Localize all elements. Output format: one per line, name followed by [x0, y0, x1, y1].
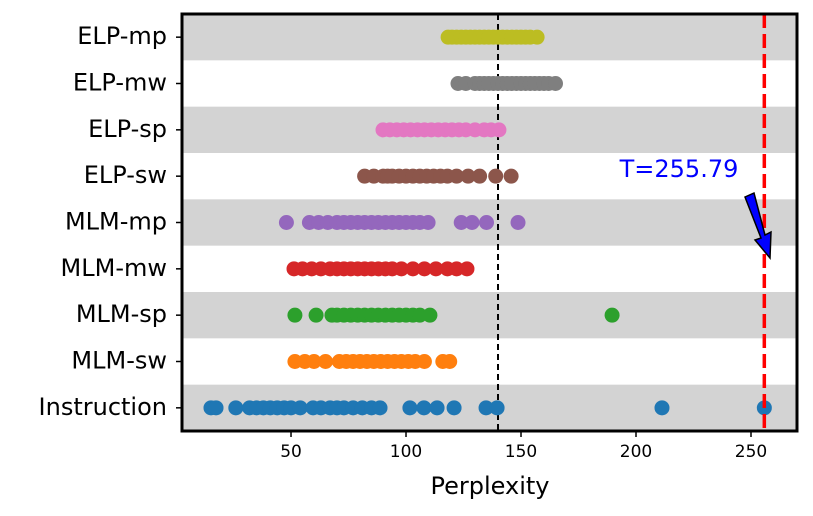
x-tick-label: 250	[735, 442, 767, 462]
point	[446, 400, 462, 416]
point	[422, 307, 438, 323]
point	[428, 261, 444, 277]
y-tick-label: ELP-sw	[84, 161, 167, 189]
point	[372, 400, 388, 416]
point	[449, 261, 465, 277]
point	[278, 215, 294, 230]
y-tick-label: ELP-mw	[73, 69, 167, 97]
point	[548, 76, 564, 91]
point	[208, 400, 224, 416]
row-band	[182, 292, 797, 339]
point	[318, 354, 334, 369]
x-axis-label: Perplexity	[431, 472, 550, 500]
point	[459, 261, 475, 277]
y-tick-label: Instruction	[39, 393, 167, 421]
point	[308, 307, 324, 323]
point	[488, 168, 504, 184]
point	[464, 215, 480, 230]
point	[416, 354, 432, 369]
threshold-label: T=255.79	[619, 155, 739, 183]
point	[503, 168, 519, 184]
point	[453, 215, 469, 230]
point	[510, 215, 526, 230]
point	[654, 400, 670, 416]
point	[402, 400, 418, 416]
point	[442, 354, 458, 369]
point	[472, 168, 488, 184]
point	[449, 168, 465, 184]
point	[529, 29, 545, 45]
x-tick-label: 200	[620, 442, 652, 462]
y-tick-label: ELP-mp	[77, 22, 167, 50]
point	[478, 400, 494, 416]
point	[228, 400, 244, 416]
point	[416, 400, 432, 416]
point	[393, 261, 409, 277]
point	[416, 261, 432, 277]
point	[479, 215, 495, 230]
point	[420, 215, 436, 230]
y-tick-label: MLM-mp	[65, 208, 167, 236]
plot-frame	[180, 12, 799, 433]
y-tick-label: ELP-sp	[88, 115, 167, 143]
x-tick-label: 50	[280, 442, 302, 462]
point	[292, 400, 308, 416]
y-tick-label: MLM-mw	[61, 254, 167, 282]
point	[405, 261, 421, 277]
x-tick-label: 150	[505, 442, 537, 462]
point	[489, 400, 505, 416]
x-tick-label: 100	[390, 442, 422, 462]
point	[306, 354, 322, 369]
point	[429, 400, 445, 416]
y-tick-label: MLM-sw	[71, 347, 167, 375]
point	[460, 168, 476, 184]
point	[491, 122, 507, 138]
point	[287, 307, 303, 323]
y-tick-label: MLM-sp	[76, 300, 167, 328]
point	[604, 307, 620, 323]
threshold-arrow	[744, 191, 772, 260]
